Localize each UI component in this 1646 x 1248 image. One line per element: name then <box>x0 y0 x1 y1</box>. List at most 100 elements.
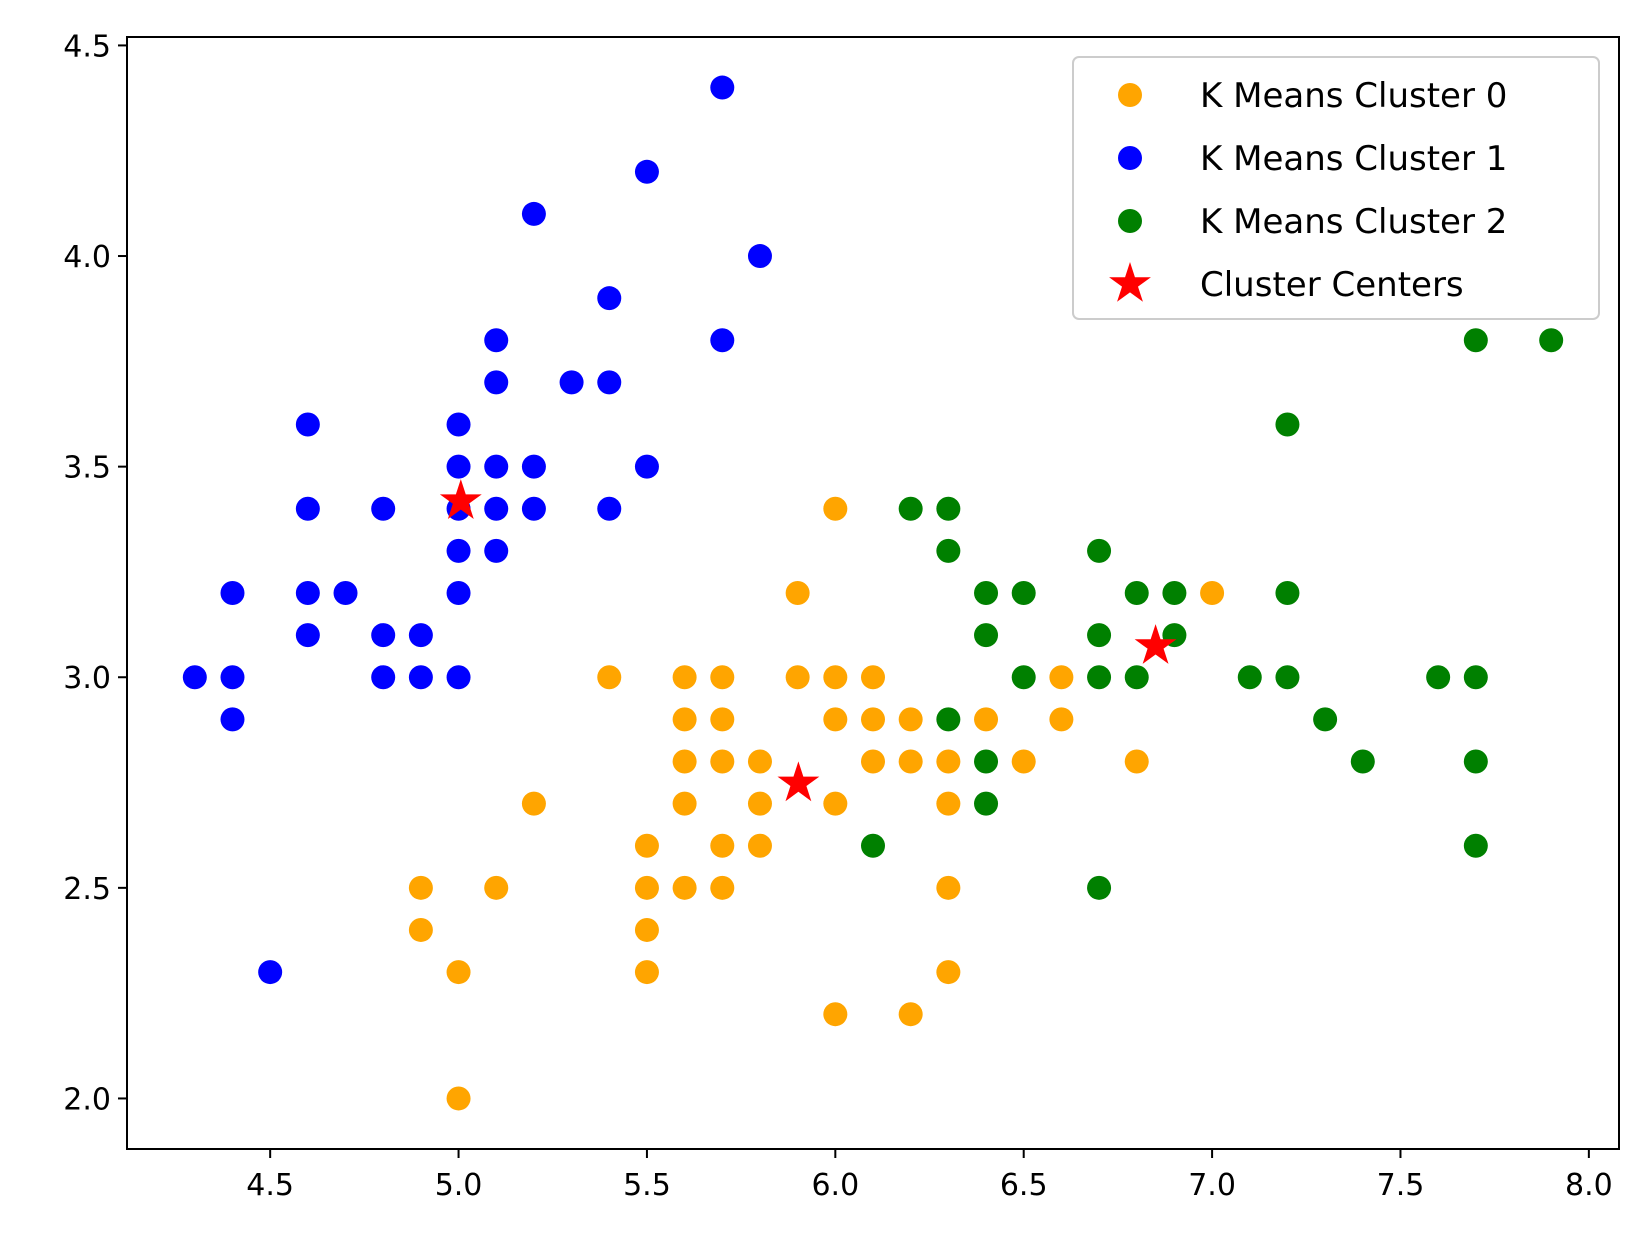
x-tick-label: 7.0 <box>1188 1168 1236 1203</box>
y-tick-label: 2.0 <box>63 1082 111 1117</box>
scatter-point-cluster-0 <box>898 1002 923 1027</box>
scatter-point-cluster-0 <box>1124 749 1149 774</box>
scatter-point-cluster-0 <box>446 960 471 985</box>
scatter-point-cluster-2 <box>861 833 885 858</box>
x-tick-label: 6.0 <box>811 1168 859 1203</box>
scatter-point-cluster-1 <box>747 244 772 269</box>
scatter-point-cluster-0 <box>484 875 509 900</box>
scatter-point-cluster-1 <box>446 538 471 563</box>
scatter-point-cluster-2 <box>1463 749 1488 774</box>
scatter-point-cluster-1 <box>597 286 622 311</box>
scatter-point-cluster-0 <box>936 960 961 985</box>
scatter-point-cluster-0 <box>597 665 622 690</box>
scatter-point-cluster-0 <box>710 833 735 858</box>
scatter-point-cluster-0 <box>672 665 697 690</box>
scatter-point-cluster-2 <box>1011 581 1036 605</box>
scatter-point-cluster-2 <box>1162 581 1187 605</box>
scatter-point-cluster-2 <box>1313 707 1338 732</box>
x-tick-label: 7.5 <box>1377 1168 1425 1203</box>
scatter-point-cluster-0 <box>785 581 810 605</box>
scatter-point-cluster-1 <box>220 581 245 605</box>
scatter-point-cluster-1 <box>484 328 509 353</box>
scatter-point-cluster-1 <box>597 496 622 521</box>
y-tick-label: 3.5 <box>63 451 111 486</box>
x-tick-label: 6.5 <box>1000 1168 1048 1203</box>
scatter-point-cluster-0 <box>710 875 735 900</box>
scatter-point-cluster-1 <box>521 201 546 226</box>
scatter-point-cluster-0 <box>823 707 848 732</box>
scatter-point-cluster-0 <box>408 875 433 900</box>
scatter-point-cluster-1 <box>371 496 396 521</box>
cluster-center-star <box>439 479 482 519</box>
legend-label: K Means Cluster 0 <box>1200 76 1507 116</box>
scatter-point-cluster-2 <box>936 707 961 732</box>
scatter-point-cluster-2 <box>1275 412 1300 437</box>
scatter-point-cluster-1 <box>559 370 584 395</box>
legend-marker-1 <box>1118 146 1142 170</box>
scatter-point-cluster-2 <box>1426 665 1451 690</box>
scatter-point-cluster-2 <box>1087 623 1112 648</box>
legend-marker-0 <box>1118 83 1142 107</box>
scatter-point-cluster-0 <box>1049 665 1074 690</box>
scatter-point-cluster-1 <box>521 454 546 479</box>
scatter-point-cluster-2 <box>1237 665 1262 690</box>
scatter-point-cluster-1 <box>295 623 320 648</box>
scatter-point-cluster-1 <box>446 412 471 437</box>
scatter-point-cluster-1 <box>446 665 471 690</box>
x-tick-label: 4.5 <box>246 1168 294 1203</box>
y-tick-label: 4.0 <box>63 240 111 275</box>
scatter-point-cluster-2 <box>1350 749 1375 774</box>
legend-label: Cluster Centers <box>1200 265 1464 305</box>
x-axis: 4.5 5.0 5.5 6.0 6.5 7.0 7.5 8.0 <box>246 1149 1613 1203</box>
scatter-point-cluster-0 <box>747 791 772 816</box>
scatter-point-cluster-1 <box>484 454 509 479</box>
scatter-point-cluster-0 <box>672 749 697 774</box>
scatter-point-cluster-0 <box>823 1002 848 1027</box>
x-tick-label: 5.5 <box>623 1168 671 1203</box>
scatter-point-cluster-1 <box>182 665 207 690</box>
scatter-point-cluster-1 <box>446 454 471 479</box>
scatter-point-cluster-2 <box>1463 328 1488 353</box>
scatter-point-cluster-0 <box>861 665 885 690</box>
scatter-point-cluster-0 <box>672 791 697 816</box>
scatter-point-cluster-0 <box>446 1086 471 1111</box>
cluster-center-star <box>777 761 820 802</box>
scatter-point-cluster-0 <box>1200 581 1225 605</box>
scatter-point-cluster-0 <box>521 791 546 816</box>
scatter-point-cluster-0 <box>710 749 735 774</box>
scatter-point-cluster-1 <box>220 707 245 732</box>
scatter-point-cluster-0 <box>1011 749 1036 774</box>
scatter-point-cluster-2 <box>1463 833 1488 858</box>
scatter-point-cluster-0 <box>898 749 923 774</box>
scatter-point-cluster-0 <box>634 875 659 900</box>
scatter-point-cluster-0 <box>823 665 848 690</box>
scatter-point-cluster-2 <box>1463 665 1488 690</box>
scatter-point-cluster-1 <box>408 665 433 690</box>
scatter-point-cluster-2 <box>1275 581 1300 605</box>
legend-label: K Means Cluster 2 <box>1200 202 1507 242</box>
scatter-point-cluster-0 <box>861 749 885 774</box>
scatter-point-cluster-2 <box>1124 665 1149 690</box>
scatter-point-cluster-1 <box>484 496 509 521</box>
scatter-point-cluster-0 <box>634 917 659 942</box>
scatter-point-cluster-2 <box>1011 665 1036 690</box>
scatter-point-cluster-1 <box>634 159 659 184</box>
scatter-point-cluster-2 <box>898 496 923 521</box>
legend-box <box>1072 56 1600 320</box>
scatter-point-cluster-0 <box>1049 707 1074 732</box>
y-tick-label: 3.0 <box>63 661 111 696</box>
scatter-point-cluster-1 <box>295 496 320 521</box>
scatter-point-cluster-0 <box>634 960 659 985</box>
scatter-point-cluster-1 <box>710 328 735 353</box>
scatter-point-cluster-0 <box>710 707 735 732</box>
scatter-point-cluster-1 <box>295 412 320 437</box>
scatter-point-cluster-2 <box>936 496 961 521</box>
y-axis: 2.0 2.5 3.0 3.5 4.0 4.5 <box>63 29 127 1117</box>
x-tick-label: 5.0 <box>435 1168 483 1203</box>
scatter-point-cluster-1 <box>484 538 509 563</box>
scatter-point-cluster-0 <box>861 707 885 732</box>
scatter-point-cluster-2 <box>1124 581 1149 605</box>
scatter-point-cluster-0 <box>823 791 848 816</box>
scatter-point-cluster-2 <box>1539 328 1564 353</box>
